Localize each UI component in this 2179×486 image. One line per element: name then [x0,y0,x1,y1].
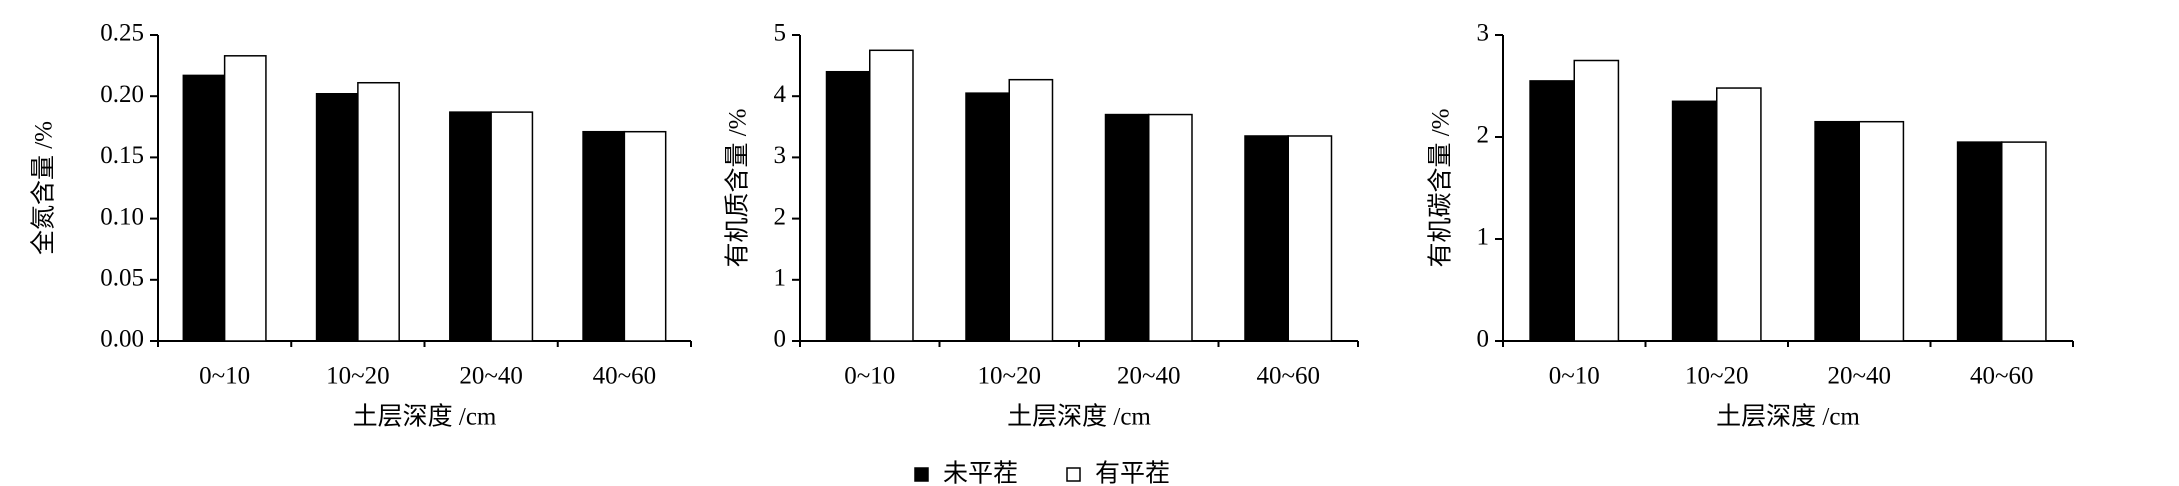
bar [1858,120,1905,342]
x-axis-title: 土层深度 /cm [353,403,497,431]
y-tick-label: 4 [774,81,787,108]
y-axis-title: 全氮含量 /% [30,121,58,255]
bar [582,130,626,342]
x-tick-label: 0~10 [199,363,250,390]
y-tick-label: 0.25 [100,20,144,47]
bar [1814,120,1860,342]
bar [490,111,534,342]
y-tick-label: 0.00 [100,326,144,353]
bar [1956,141,2003,342]
x-axis-title: 土层深度 /cm [1007,403,1151,431]
bar [2001,141,2047,342]
y-tick-label: 0.20 [100,81,144,108]
bar [825,70,871,342]
x-tick-label: 10~20 [977,363,1041,390]
bar [869,49,914,342]
y-tick-label: 1 [774,265,787,292]
y-tick-label: 0.15 [100,142,144,169]
y-tick-label: 0 [774,326,787,353]
bar [315,93,359,342]
bar [449,111,492,342]
y-tick-label: 2 [1477,122,1490,149]
x-tick-label: 10~20 [1685,363,1749,390]
y-tick-label: 0.10 [100,203,144,230]
bar [223,55,267,342]
legend-label: 未平茬 [943,460,1018,486]
bar [357,81,400,342]
y-tick-label: 2 [774,203,787,230]
bar [1573,59,1620,342]
x-tick-label: 40~60 [593,363,657,390]
y-tick-label: 3 [774,142,787,169]
x-tick-label: 40~60 [1256,363,1320,390]
y-tick-label: 5 [774,20,787,47]
bar [1287,135,1333,342]
bar [1716,87,1762,342]
bar [1529,80,1575,342]
x-axis-title: 土层深度 /cm [1716,403,1860,431]
x-tick-label: 20~40 [1117,363,1181,390]
y-tick-label: 0 [1477,326,1490,353]
y-tick-label: 0.05 [100,265,144,292]
y-tick-label: 1 [1477,224,1490,251]
bar [182,74,226,342]
x-tick-label: 10~20 [326,363,390,390]
bar [1008,78,1054,342]
y-tick-label: 3 [1477,20,1490,47]
x-tick-label: 0~10 [1549,363,1600,390]
x-tick-label: 40~60 [1970,363,2034,390]
bar [1148,113,1193,342]
bar [1104,113,1150,342]
legend-marker [914,467,929,482]
x-tick-label: 20~40 [459,363,523,390]
bar [965,92,1011,342]
x-tick-label: 20~40 [1827,363,1891,390]
y-axis-title: 有机碳含量 /% [1427,108,1455,267]
y-axis-title: 有机质含量 /% [724,108,752,267]
x-tick-label: 0~10 [844,363,895,390]
bar [1671,100,1718,342]
legend-label: 有平茬 [1095,460,1170,486]
bar [623,130,667,342]
bar [1244,135,1290,342]
legend-marker [1066,467,1081,482]
